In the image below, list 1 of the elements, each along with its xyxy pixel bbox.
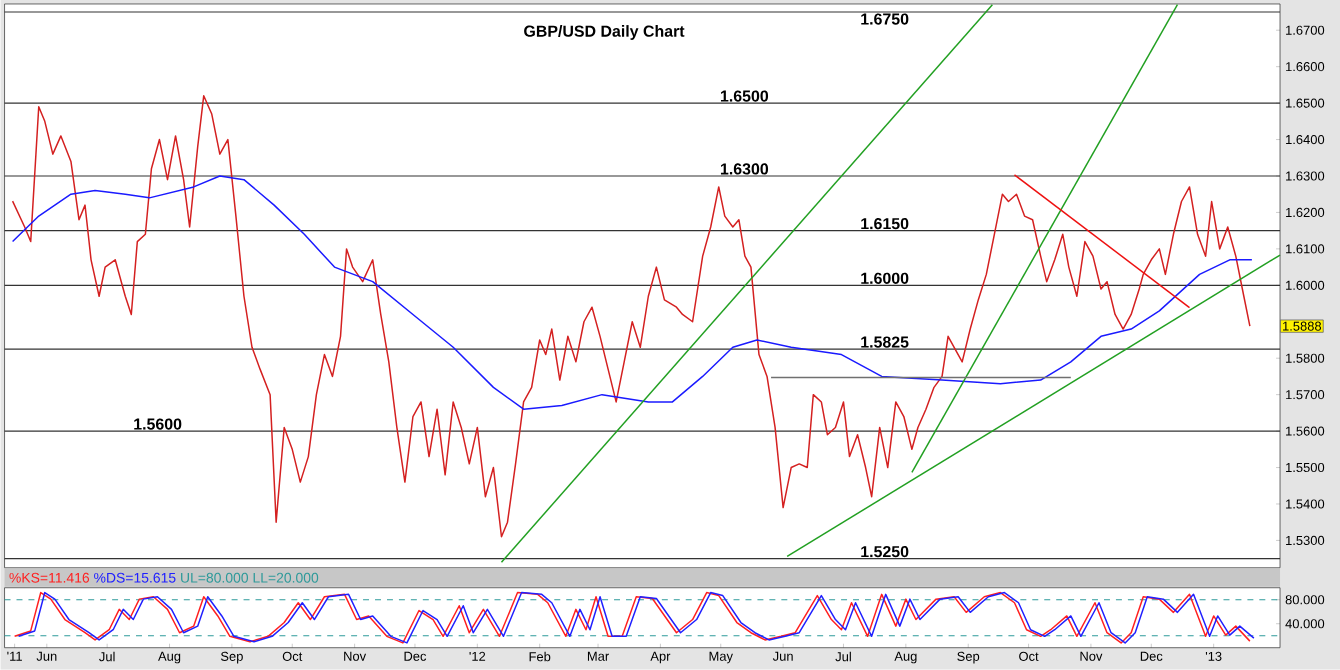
line-series (11, 175, 1253, 410)
